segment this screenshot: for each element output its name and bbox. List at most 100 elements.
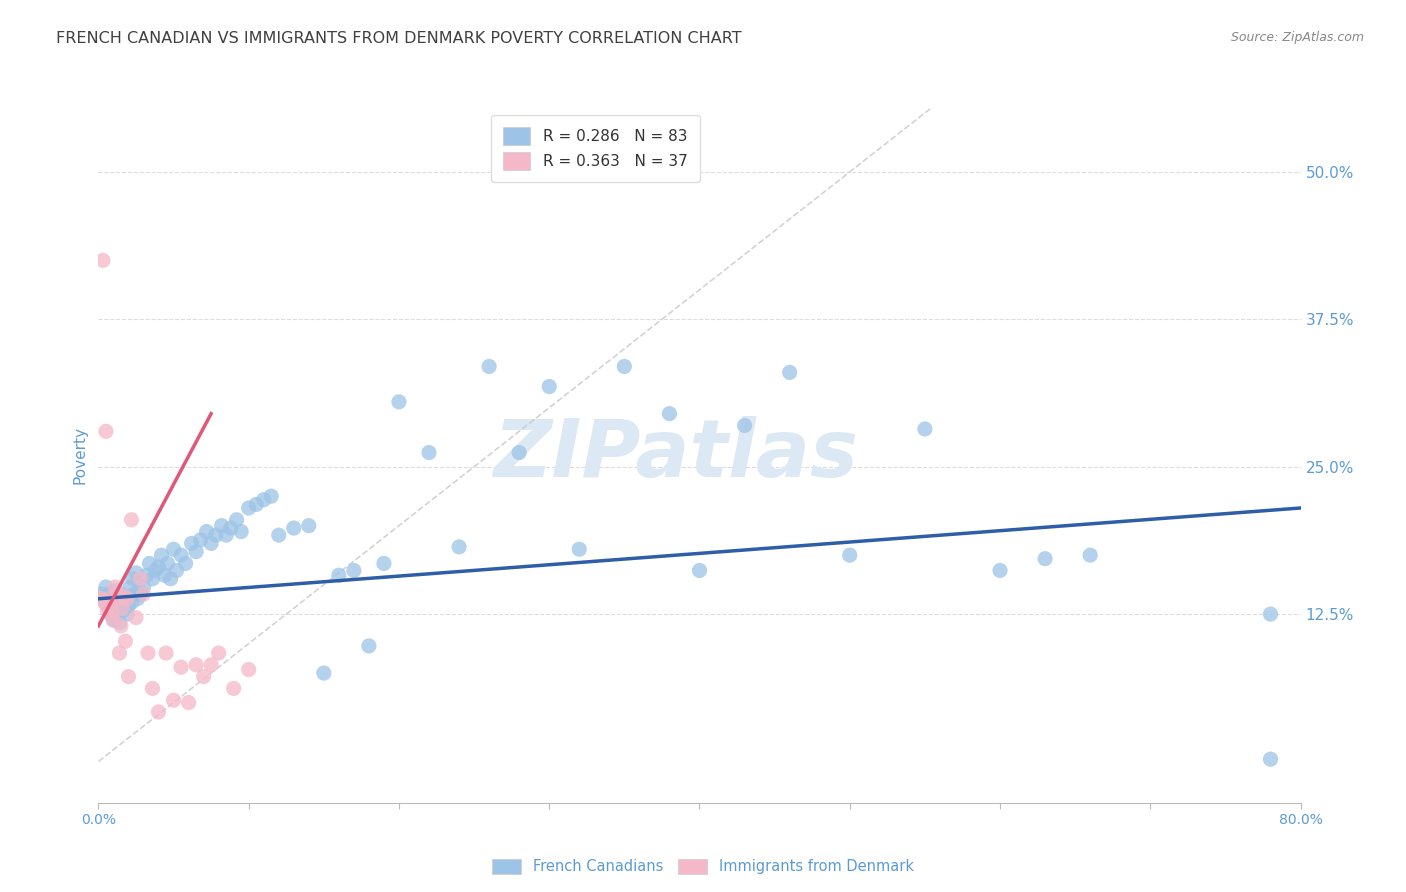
Point: [101, 591, 124, 606]
Y-axis label: Poverty: Poverty: [72, 425, 87, 484]
Point: [267, 528, 290, 542]
Point: [180, 536, 202, 550]
Point: [388, 395, 411, 409]
Point: [100, 607, 122, 621]
Point: [129, 572, 152, 586]
Point: [177, 696, 200, 710]
Point: [141, 681, 163, 696]
Legend: French Canadians, Immigrants from Denmark: French Canadians, Immigrants from Denmar…: [486, 853, 920, 880]
Point: [211, 518, 233, 533]
Point: [136, 646, 159, 660]
Point: [174, 557, 197, 571]
Point: [114, 590, 136, 604]
Point: [127, 591, 149, 606]
Point: [97, 591, 120, 606]
Point: [219, 521, 242, 535]
Point: [658, 407, 681, 421]
Point: [613, 359, 636, 374]
Point: [105, 601, 128, 615]
Point: [988, 564, 1011, 578]
Point: [90, 587, 112, 601]
Point: [115, 591, 138, 606]
Point: [94, 425, 117, 439]
Point: [138, 557, 160, 571]
Point: [208, 646, 231, 660]
Point: [107, 591, 129, 606]
Point: [115, 607, 138, 621]
Point: [125, 566, 148, 580]
Point: [215, 528, 238, 542]
Point: [148, 560, 170, 574]
Point: [128, 583, 150, 598]
Point: [225, 513, 247, 527]
Point: [838, 548, 860, 562]
Point: [159, 572, 181, 586]
Text: Source: ZipAtlas.com: Source: ZipAtlas.com: [1230, 31, 1364, 45]
Point: [914, 422, 936, 436]
Point: [96, 604, 118, 618]
Point: [114, 634, 136, 648]
Point: [110, 619, 132, 633]
Point: [124, 587, 146, 601]
Point: [122, 572, 145, 586]
Text: FRENCH CANADIAN VS IMMIGRANTS FROM DENMARK POVERTY CORRELATION CHART: FRENCH CANADIAN VS IMMIGRANTS FROM DENMA…: [56, 31, 742, 46]
Point: [103, 613, 125, 627]
Point: [108, 646, 131, 660]
Point: [132, 587, 155, 601]
Point: [93, 593, 115, 607]
Point: [260, 489, 283, 503]
Point: [100, 599, 122, 613]
Point: [125, 610, 148, 624]
Point: [312, 666, 335, 681]
Point: [97, 587, 120, 601]
Point: [200, 536, 222, 550]
Point: [447, 540, 470, 554]
Point: [112, 590, 135, 604]
Point: [238, 663, 260, 677]
Point: [538, 379, 561, 393]
Point: [343, 564, 366, 578]
Point: [145, 564, 167, 578]
Point: [283, 521, 305, 535]
Point: [91, 253, 114, 268]
Point: [253, 492, 276, 507]
Point: [508, 445, 530, 459]
Point: [162, 693, 184, 707]
Point: [94, 580, 117, 594]
Point: [688, 564, 710, 578]
Point: [166, 564, 188, 578]
Point: [298, 518, 321, 533]
Point: [1078, 548, 1101, 562]
Point: [91, 591, 114, 606]
Point: [195, 524, 218, 539]
Point: [121, 513, 143, 527]
Point: [96, 599, 118, 613]
Point: [141, 572, 163, 586]
Point: [1260, 607, 1282, 621]
Point: [328, 568, 350, 582]
Point: [156, 557, 179, 571]
Point: [231, 524, 253, 539]
Point: [170, 660, 193, 674]
Point: [153, 568, 176, 582]
Point: [150, 548, 173, 562]
Point: [111, 601, 134, 615]
Text: ZIPatlas: ZIPatlas: [494, 416, 858, 494]
Point: [193, 670, 215, 684]
Point: [190, 533, 212, 547]
Point: [245, 498, 267, 512]
Point: [478, 359, 501, 374]
Point: [101, 607, 124, 621]
Point: [117, 599, 139, 613]
Point: [1033, 551, 1056, 566]
Point: [121, 595, 143, 609]
Point: [129, 587, 152, 601]
Point: [204, 528, 226, 542]
Point: [117, 670, 139, 684]
Point: [162, 542, 184, 557]
Point: [148, 705, 170, 719]
Point: [779, 365, 801, 379]
Point: [89, 591, 111, 606]
Point: [105, 587, 128, 601]
Point: [184, 657, 207, 672]
